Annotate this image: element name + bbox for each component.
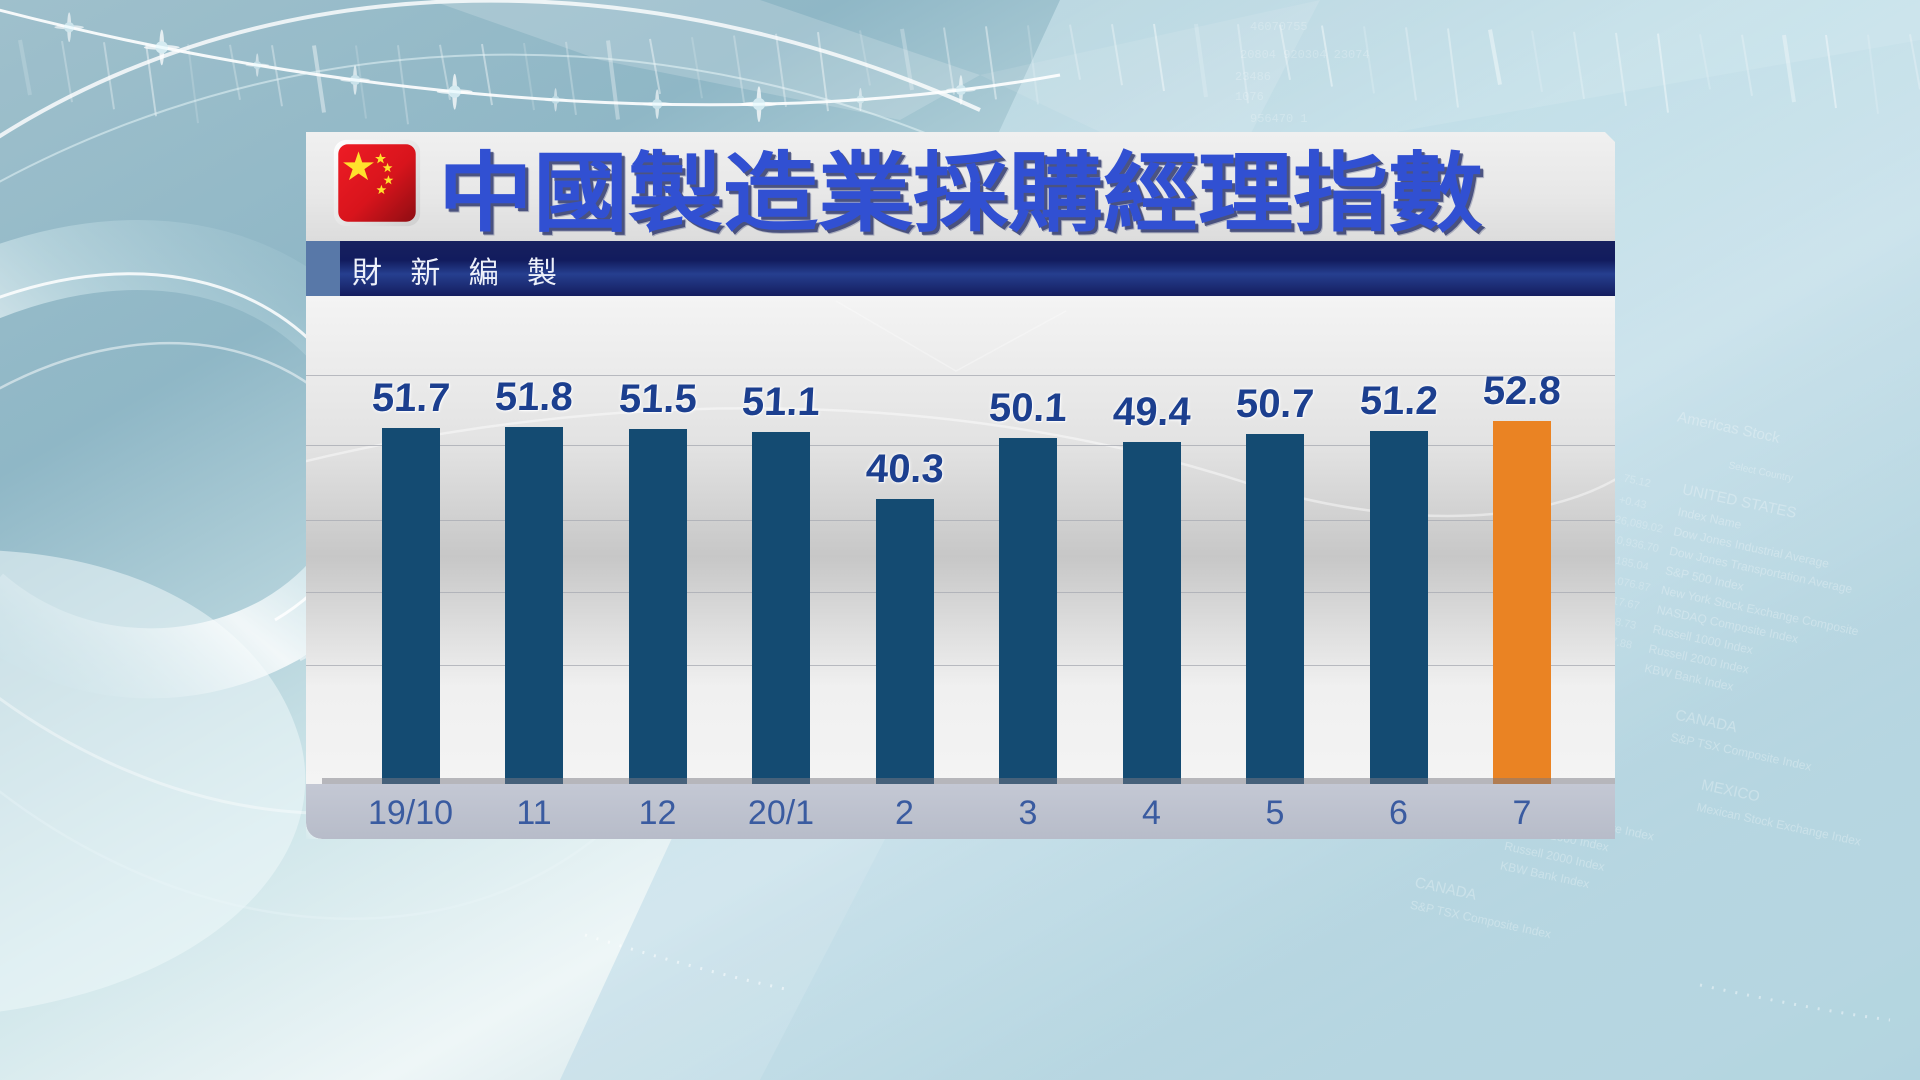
svg-text:956470 1: 956470 1 (1250, 112, 1308, 126)
svg-text:23486: 23486 (1235, 70, 1271, 84)
svg-text:46070755: 46070755 (1250, 20, 1308, 34)
svg-text:20804 920304 23074: 20804 920304 23074 (1240, 48, 1370, 62)
svg-text:1076: 1076 (1235, 90, 1264, 104)
